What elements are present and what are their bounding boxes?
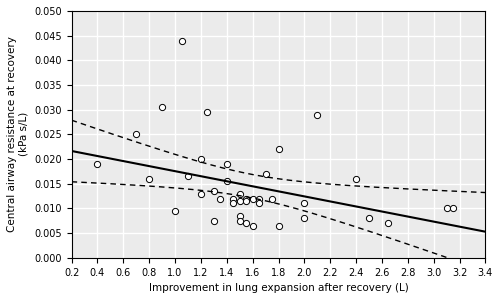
Point [158, 105, 166, 110]
Point [94, 162, 102, 167]
Point [210, 189, 218, 194]
Point [184, 174, 192, 179]
Point [223, 162, 231, 167]
Point [178, 38, 186, 43]
Point [145, 176, 153, 181]
Point [442, 206, 450, 211]
Point [352, 176, 360, 181]
Point [197, 191, 205, 196]
Point [314, 112, 322, 117]
Point [262, 172, 270, 176]
Point [229, 201, 237, 206]
Point [242, 221, 250, 226]
Point [236, 191, 244, 196]
Y-axis label: Central airway resistance at recovery
(kPa s/L): Central airway resistance at recovery (k… [7, 36, 28, 232]
Point [300, 216, 308, 221]
Point [268, 196, 276, 201]
Point [204, 110, 212, 115]
Point [255, 201, 263, 206]
Point [236, 218, 244, 223]
Point [242, 199, 250, 203]
Point [216, 196, 224, 201]
Point [248, 223, 256, 228]
X-axis label: Improvement in lung expansion after recovery (L): Improvement in lung expansion after reco… [148, 283, 408, 293]
Point [365, 216, 373, 221]
Point [197, 157, 205, 161]
Point [248, 196, 256, 201]
Point [236, 213, 244, 218]
Point [274, 223, 282, 228]
Point [242, 196, 250, 201]
Point [300, 201, 308, 206]
Point [210, 218, 218, 223]
Point [236, 199, 244, 203]
Point [229, 196, 237, 201]
Point [255, 196, 263, 201]
Point [384, 221, 392, 226]
Point [171, 208, 179, 213]
Point [132, 132, 140, 137]
Point [223, 179, 231, 184]
Point [449, 206, 457, 211]
Point [274, 147, 282, 152]
